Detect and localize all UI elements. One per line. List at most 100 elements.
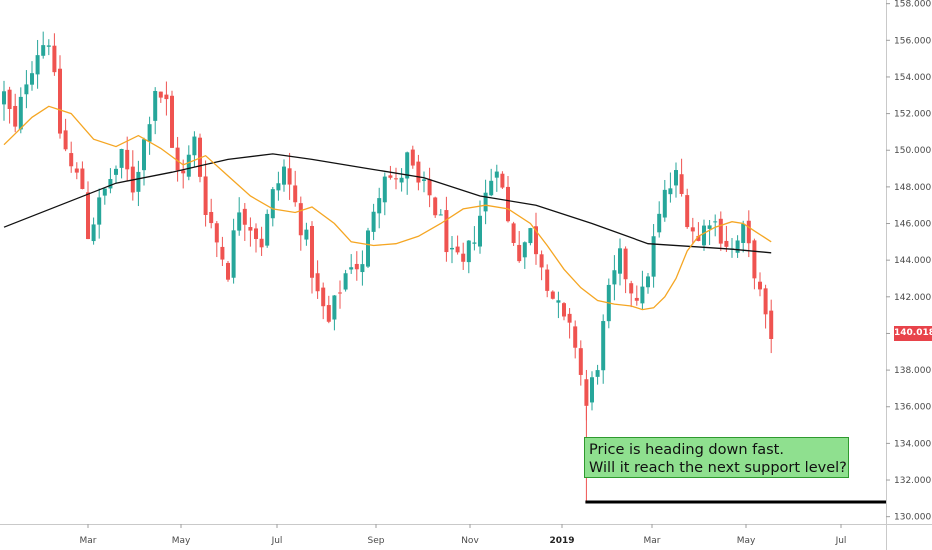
y-tick-label: 130.000 xyxy=(894,513,931,523)
candle-body xyxy=(674,170,678,186)
candle-body xyxy=(651,236,656,277)
current-price-tag: 140.018 xyxy=(894,326,932,342)
candle-body xyxy=(298,203,303,236)
candle-body xyxy=(483,192,488,212)
annotation-line-2: Will it reach the next support level? xyxy=(589,460,847,476)
candle-body xyxy=(181,170,186,174)
moving-average-black xyxy=(3,153,772,254)
candle-body xyxy=(214,223,219,243)
candle-body xyxy=(399,177,404,183)
y-tick-label: 158.000 xyxy=(894,0,931,10)
candle-body xyxy=(735,240,740,253)
x-tick-label: Mar xyxy=(80,536,97,546)
candle-body xyxy=(545,269,550,291)
candle-body xyxy=(125,149,130,170)
candle-body xyxy=(231,230,236,278)
candle-body xyxy=(63,130,68,150)
y-tick-label: 154.000 xyxy=(894,73,931,83)
candle-body xyxy=(601,321,606,371)
x-tick-label: May xyxy=(172,536,191,546)
candle-body xyxy=(203,176,208,215)
y-tick-label: 152.000 xyxy=(894,110,931,120)
candle-body xyxy=(265,213,270,246)
candle-body xyxy=(578,348,583,375)
candle-body xyxy=(226,262,230,280)
candle-body xyxy=(366,230,370,267)
candle-body xyxy=(433,197,438,216)
candle-body xyxy=(192,136,197,156)
candle-body xyxy=(321,287,326,307)
candle-body xyxy=(478,215,482,247)
candle-body xyxy=(696,235,701,241)
candle-body xyxy=(422,179,426,181)
candle-body xyxy=(584,379,589,406)
candle-body xyxy=(522,242,527,258)
candle-body xyxy=(2,91,6,105)
candle-body xyxy=(506,186,510,222)
candle-body xyxy=(7,89,12,109)
candle-body xyxy=(724,240,729,247)
candle-body xyxy=(69,153,74,167)
candle-body xyxy=(634,297,639,301)
candle-body xyxy=(517,244,522,262)
candle-body xyxy=(746,220,751,244)
annotation-box: Price is heading down fast. Will it reac… xyxy=(584,437,849,478)
candle-body xyxy=(662,189,667,218)
candle-body xyxy=(114,168,118,175)
candle-body xyxy=(142,139,146,171)
candle-body xyxy=(450,247,454,250)
candle-body xyxy=(455,246,460,253)
candle-body xyxy=(438,214,443,216)
candle-body xyxy=(270,189,275,219)
candle-body xyxy=(646,276,650,288)
candle-body xyxy=(472,242,477,244)
candle-body xyxy=(326,305,331,322)
y-tick-label: 142.000 xyxy=(894,293,931,303)
candle-body xyxy=(713,221,718,223)
x-tick-label: Sep xyxy=(368,536,385,546)
y-tick-label: 150.000 xyxy=(894,146,931,156)
candle-body xyxy=(46,45,51,47)
candle-body xyxy=(198,137,202,177)
candle-body xyxy=(528,228,533,244)
moving-average-orange xyxy=(3,105,772,311)
candle-body xyxy=(304,229,309,240)
candle-body xyxy=(550,291,555,299)
candle-body xyxy=(769,310,774,339)
candle-body xyxy=(18,96,23,130)
candle-body xyxy=(618,248,622,274)
candle-body xyxy=(259,238,264,248)
candle-body xyxy=(164,94,169,100)
candle-body xyxy=(640,286,645,304)
candle-body xyxy=(679,174,684,194)
y-tick-label: 136.000 xyxy=(894,403,931,413)
candle-body xyxy=(349,267,354,270)
candle-body xyxy=(668,188,673,195)
candle-body xyxy=(612,270,617,285)
candle-body xyxy=(186,154,191,177)
candle-body xyxy=(209,211,214,224)
candle-body xyxy=(248,227,253,231)
x-tick-label: Jul xyxy=(271,536,283,546)
candle-body xyxy=(623,248,628,280)
y-tick-label: 134.000 xyxy=(894,439,931,449)
candle-body xyxy=(310,225,314,278)
candle-body xyxy=(427,179,432,196)
candle-body xyxy=(763,288,768,315)
candle-body xyxy=(707,225,712,229)
candle-body xyxy=(254,228,258,240)
candle-body xyxy=(410,149,415,166)
candle-body xyxy=(35,55,40,75)
x-tick-label: Jul xyxy=(835,536,847,546)
candle-body xyxy=(170,95,174,148)
x-tick-label: May xyxy=(737,536,756,546)
candle-body xyxy=(360,264,365,273)
candle-body xyxy=(293,185,298,203)
candle-body xyxy=(338,292,342,294)
candle-body xyxy=(86,192,90,240)
y-tick-label: 138.000 xyxy=(894,366,931,376)
candle-body xyxy=(108,179,113,189)
moving-averages xyxy=(3,105,772,311)
candle-body xyxy=(158,91,163,98)
